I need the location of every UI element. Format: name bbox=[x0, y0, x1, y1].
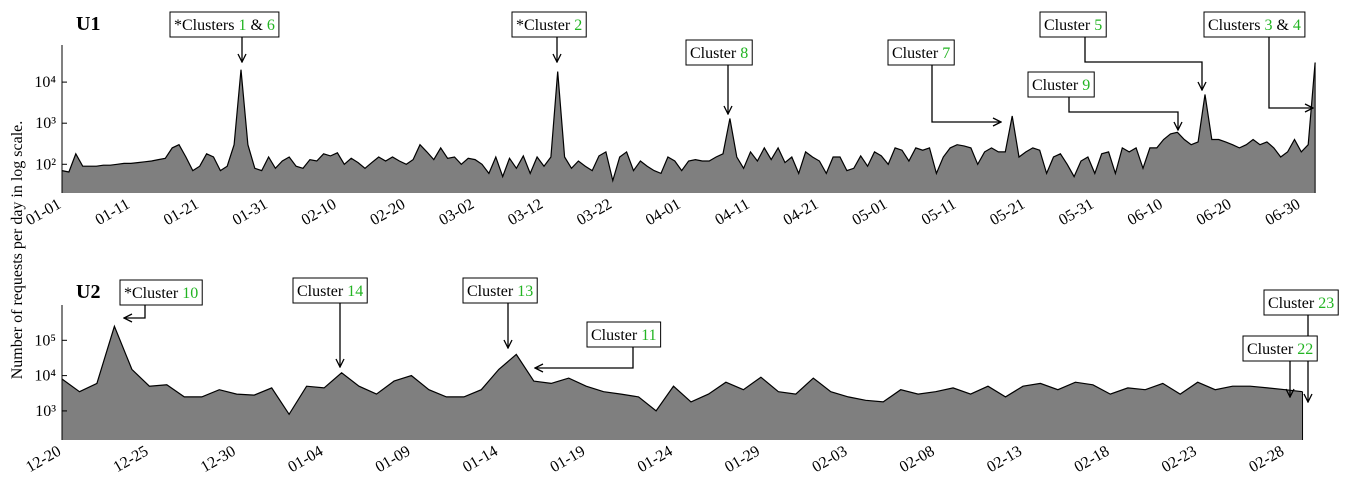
annotation-word: *Cluster bbox=[516, 17, 574, 34]
annotation-word: Cluster bbox=[1268, 295, 1318, 312]
annotation-box bbox=[1242, 335, 1318, 362]
annotation-word: Cluster bbox=[690, 45, 740, 62]
annotation-arrow bbox=[1068, 97, 1178, 130]
annotation-word: *Cluster bbox=[124, 285, 182, 302]
annotation: Cluster 7 bbox=[887, 39, 955, 66]
cluster-number: 13 bbox=[517, 283, 533, 300]
area-outline bbox=[61, 324, 1303, 416]
annotation: Clusters 3 & 4 bbox=[1203, 11, 1306, 38]
annotation-box bbox=[887, 39, 955, 66]
cluster-number: 1 bbox=[238, 17, 246, 34]
cluster-number: 23 bbox=[1318, 295, 1334, 312]
annotation: *Clusters 1 & 6 bbox=[169, 11, 280, 38]
annotation-text: Cluster 11 bbox=[591, 327, 657, 344]
annotation-text: Cluster 22 bbox=[1247, 341, 1313, 358]
annotation: Cluster 5 bbox=[1039, 11, 1107, 38]
annotation-box bbox=[1027, 71, 1095, 98]
annotation-box bbox=[685, 39, 753, 66]
annotation-word: & bbox=[1272, 17, 1292, 34]
annotation-word: Cluster bbox=[892, 45, 942, 62]
annotation: Cluster 14 bbox=[292, 277, 368, 304]
annotation-arrow bbox=[931, 65, 1001, 122]
cluster-number: 9 bbox=[1082, 77, 1090, 94]
y-tick-label: 10² bbox=[35, 156, 56, 173]
cluster-number: 4 bbox=[1293, 17, 1301, 34]
chart-title: U2 bbox=[76, 281, 100, 303]
annotation-text: Clusters 3 & 4 bbox=[1208, 17, 1301, 34]
annotation-text: Cluster 7 bbox=[892, 45, 950, 62]
annotation: Cluster 11 bbox=[586, 321, 662, 348]
annotation: Cluster 13 bbox=[462, 277, 538, 304]
annotation-box bbox=[1263, 289, 1339, 316]
annotation-box bbox=[511, 11, 587, 38]
cluster-number: 10 bbox=[182, 285, 198, 302]
annotation-box bbox=[119, 279, 203, 306]
area-outline bbox=[61, 62, 1316, 183]
cluster-number: 14 bbox=[347, 283, 363, 300]
annotation: Cluster 23 bbox=[1263, 289, 1339, 316]
annotation-word: *Clusters bbox=[174, 17, 238, 34]
annotation-text: *Cluster 2 bbox=[516, 17, 582, 34]
annotation-text: Cluster 5 bbox=[1044, 17, 1102, 34]
annotation-arrow bbox=[1268, 37, 1313, 108]
annotation-word: Cluster bbox=[591, 327, 641, 344]
annotation-box bbox=[292, 277, 368, 304]
annotation-box bbox=[1203, 11, 1306, 38]
cluster-number: 2 bbox=[574, 17, 582, 34]
annotation-box bbox=[586, 321, 662, 348]
annotation: *Cluster 10 bbox=[119, 279, 203, 306]
annotation-arrow bbox=[535, 347, 634, 368]
area bbox=[62, 326, 1303, 440]
annotation-word: & bbox=[246, 17, 266, 34]
annotation-text: Cluster 23 bbox=[1268, 295, 1334, 312]
annotation-word: Cluster bbox=[467, 283, 517, 300]
annotation-box bbox=[1039, 11, 1107, 38]
cluster-number: 6 bbox=[267, 17, 275, 34]
annotation-word: Cluster bbox=[1032, 77, 1082, 94]
cluster-number: 11 bbox=[641, 327, 656, 344]
annotation: Cluster 8 bbox=[685, 39, 753, 66]
y-tick-label: 10³ bbox=[35, 115, 56, 132]
annotation-text: Cluster 9 bbox=[1032, 77, 1090, 94]
y-tick-label: 10⁴ bbox=[34, 368, 56, 385]
annotation-word: Cluster bbox=[297, 283, 347, 300]
cluster-number: 8 bbox=[740, 45, 748, 62]
annotation-text: *Clusters 1 & 6 bbox=[174, 17, 275, 34]
y-tick-label: 10⁵ bbox=[34, 332, 56, 349]
y-tick-label: 10³ bbox=[35, 403, 56, 420]
annotation-box bbox=[169, 11, 280, 38]
annotation-text: Cluster 13 bbox=[467, 283, 533, 300]
annotation: Cluster 22 bbox=[1242, 335, 1318, 362]
chart-title: U1 bbox=[76, 13, 100, 35]
annotation-word: Cluster bbox=[1044, 17, 1094, 34]
cluster-number: 7 bbox=[942, 45, 950, 62]
annotation-arrow bbox=[1084, 37, 1202, 90]
annotation-text: *Cluster 10 bbox=[124, 285, 198, 302]
annotation-text: Cluster 8 bbox=[690, 45, 748, 62]
annotation-box bbox=[462, 277, 538, 304]
cluster-number: 3 bbox=[1264, 17, 1272, 34]
annotation: *Cluster 2 bbox=[511, 11, 587, 38]
cluster-number: 5 bbox=[1094, 17, 1102, 34]
annotation: Cluster 9 bbox=[1027, 71, 1095, 98]
y-axis-label: Number of requests per day in log scale. bbox=[9, 121, 26, 380]
annotation-arrow bbox=[124, 305, 146, 318]
y-tick-label: 10⁴ bbox=[34, 74, 56, 91]
cluster-number: 22 bbox=[1297, 341, 1313, 358]
annotation-word: Cluster bbox=[1247, 341, 1297, 358]
annotation-text: Cluster 14 bbox=[297, 283, 363, 300]
annotation-word: Clusters bbox=[1208, 17, 1264, 34]
